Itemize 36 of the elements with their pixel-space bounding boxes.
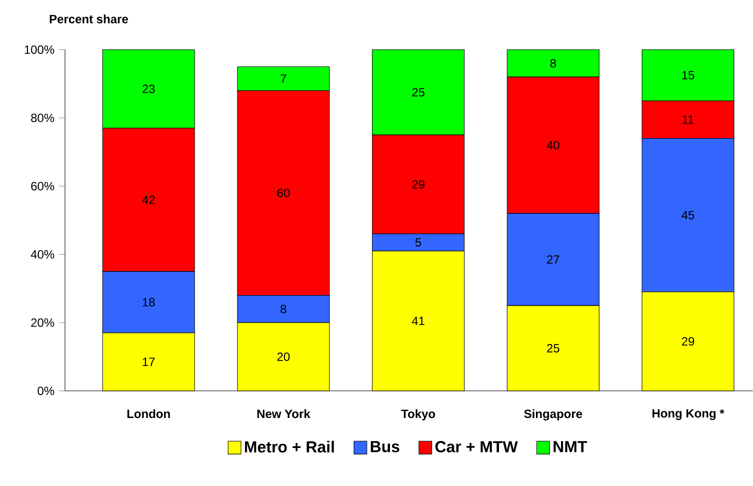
data-label: 5 bbox=[415, 238, 422, 247]
data-label: 15 bbox=[682, 71, 694, 80]
y-tick-label: 60% bbox=[31, 182, 54, 190]
data-label: 60 bbox=[277, 188, 290, 198]
data-label: 27 bbox=[547, 255, 560, 264]
data-label: 8 bbox=[280, 304, 286, 314]
y-tick-label: 80% bbox=[31, 114, 54, 122]
data-label: 23 bbox=[142, 84, 155, 94]
data-label: 7 bbox=[280, 74, 286, 83]
data-label: 41 bbox=[412, 316, 424, 326]
legend-label: Metro + Rail bbox=[244, 440, 334, 453]
data-label: 25 bbox=[547, 344, 560, 353]
data-label: 29 bbox=[412, 180, 424, 189]
legend-label: Car + MTW bbox=[435, 441, 518, 452]
y-tick-label: 0% bbox=[38, 386, 54, 396]
y-tick-label: 20% bbox=[31, 318, 54, 327]
data-label: 42 bbox=[142, 196, 155, 204]
legend-label: NMT bbox=[554, 441, 588, 452]
x-tick-label: Tokyo bbox=[401, 409, 436, 421]
data-label: 40 bbox=[546, 141, 560, 150]
data-label: 17 bbox=[142, 358, 155, 366]
x-tick-label: New York bbox=[257, 409, 310, 418]
y-tick-label: 100% bbox=[24, 45, 54, 54]
data-label: 18 bbox=[142, 298, 155, 306]
data-label: 45 bbox=[682, 211, 694, 220]
data-label: 25 bbox=[412, 88, 424, 97]
data-label: 20 bbox=[277, 352, 290, 362]
y-axis-title: Percent share bbox=[50, 14, 128, 24]
data-label: 8 bbox=[550, 59, 556, 68]
x-tick-label: Hong Kong * bbox=[652, 409, 724, 420]
x-tick-label: Singapore bbox=[524, 409, 582, 421]
x-tick-label: London bbox=[127, 409, 170, 418]
y-tick-label: 40% bbox=[30, 250, 54, 259]
legend-label: Bus bbox=[370, 441, 400, 452]
data-label: 11 bbox=[682, 116, 694, 124]
data-label: 29 bbox=[682, 337, 694, 346]
